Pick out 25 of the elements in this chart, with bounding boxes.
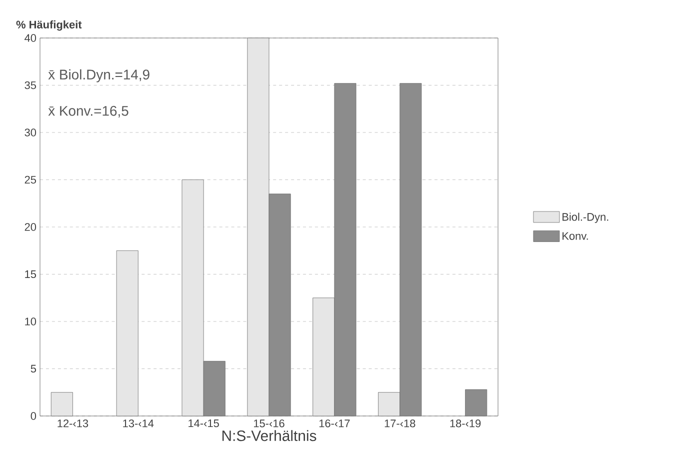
y-tick-label: 0 bbox=[30, 412, 36, 420]
legend-label: Biol.-Dyn. bbox=[562, 212, 608, 223]
x-tick-label: 14-‹15 bbox=[188, 420, 219, 428]
annotation: x̄ Biol.Dyn.=14,9 bbox=[48, 69, 150, 82]
bar bbox=[116, 250, 138, 416]
y-tick-label: 10 bbox=[25, 318, 36, 326]
y-tick-label: 20 bbox=[24, 223, 36, 231]
y-tick-label: 15 bbox=[25, 270, 36, 278]
x-tick-label: 16-‹17 bbox=[319, 420, 350, 428]
x-axis-title: N:S-Verhältnis bbox=[222, 430, 316, 442]
legend-label: Konv. bbox=[562, 232, 588, 240]
annotation: x̄ Konv.=16,5 bbox=[48, 106, 128, 118]
x-tick-label: 17-‹18 bbox=[384, 420, 416, 428]
x-tick-label: 13-‹14 bbox=[123, 420, 154, 428]
y-tick-label: 5 bbox=[30, 364, 36, 373]
x-tick-label: 12-‹13 bbox=[58, 420, 88, 428]
bar bbox=[50, 392, 73, 416]
x-tick-label: 15-‹16 bbox=[254, 420, 284, 428]
y-tick-label: 40 bbox=[24, 34, 36, 42]
bar bbox=[465, 389, 488, 416]
y-axis-title: % Häufigkeit bbox=[16, 20, 82, 31]
y-tick-label: 35 bbox=[24, 81, 36, 90]
x-tick-label: 18-‹19 bbox=[450, 420, 481, 428]
y-tick-label: 25 bbox=[24, 176, 36, 184]
y-tick-label: 30 bbox=[24, 128, 36, 136]
